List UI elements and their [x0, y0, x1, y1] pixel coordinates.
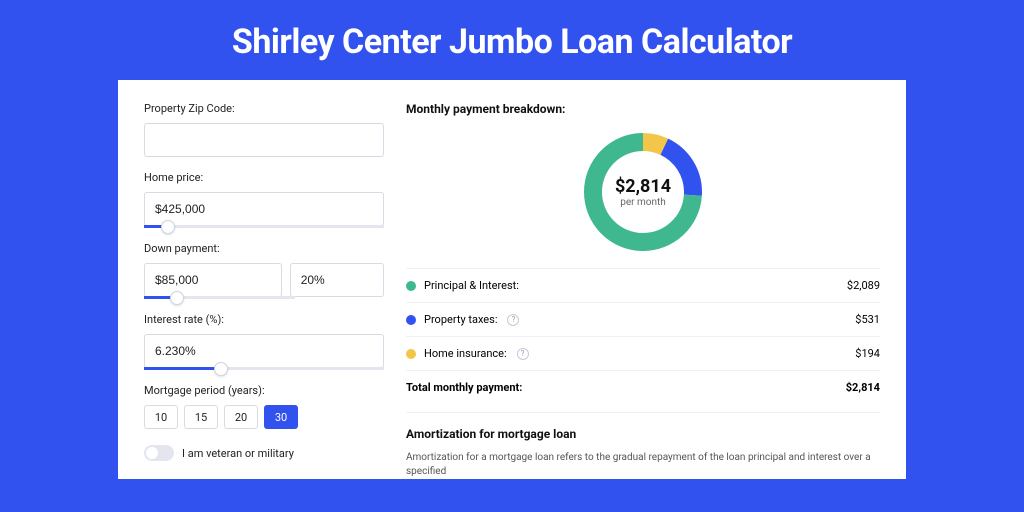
period-btn-10[interactable]: 10 — [144, 405, 178, 429]
down-payment-pct-input[interactable] — [290, 263, 384, 297]
amortization-text: Amortization for a mortgage loan refers … — [406, 451, 880, 479]
breakdown-value: $2,089 — [847, 279, 880, 292]
card-shadow-wrap: Property Zip Code: Home price: Down paym… — [118, 80, 906, 479]
page-title: Shirley Center Jumbo Loan Calculator — [0, 0, 1024, 80]
inputs-column: Property Zip Code: Home price: Down paym… — [144, 102, 384, 479]
breakdown-row: Principal & Interest: $2,089 — [406, 268, 880, 302]
breakdown-row: Home insurance:? $194 — [406, 336, 880, 370]
breakdown-label: Property taxes: — [424, 313, 497, 326]
donut-center: $2,814 per month — [579, 128, 707, 256]
zip-input[interactable] — [144, 123, 384, 157]
amortization-section: Amortization for mortgage loan Amortizat… — [406, 412, 880, 479]
down-payment-group: Down payment: — [144, 242, 384, 299]
veteran-toggle-label: I am veteran or military — [182, 447, 294, 460]
interest-rate-group: Interest rate (%): — [144, 313, 384, 370]
home-price-slider[interactable] — [144, 225, 384, 228]
total-label: Total monthly payment: — [406, 381, 522, 394]
period-btn-30[interactable]: 30 — [264, 405, 298, 429]
zip-field-group: Property Zip Code: — [144, 102, 384, 157]
home-price-group: Home price: — [144, 171, 384, 228]
total-value: $2,814 — [846, 381, 880, 394]
amortization-title: Amortization for mortgage loan — [406, 427, 880, 441]
interest-rate-slider[interactable] — [144, 367, 384, 370]
info-icon[interactable]: ? — [517, 348, 529, 360]
home-price-input[interactable] — [144, 192, 384, 226]
series-dot-icon — [406, 349, 416, 359]
breakdown-label: Home insurance: — [424, 347, 507, 360]
series-dot-icon — [406, 315, 416, 325]
donut-sub: per month — [620, 197, 666, 208]
breakdown-value: $194 — [855, 347, 880, 360]
donut-chart: $2,814 per month — [579, 128, 707, 256]
breakdown-column: Monthly payment breakdown: $2,814 per mo… — [406, 102, 880, 479]
period-btn-20[interactable]: 20 — [224, 405, 258, 429]
calculator-card: Property Zip Code: Home price: Down paym… — [118, 80, 906, 479]
home-price-label: Home price: — [144, 171, 384, 184]
mortgage-period-label: Mortgage period (years): — [144, 384, 384, 397]
interest-rate-input[interactable] — [144, 334, 384, 368]
interest-rate-label: Interest rate (%): — [144, 313, 384, 326]
veteran-toggle[interactable] — [144, 445, 174, 461]
period-btn-15[interactable]: 15 — [184, 405, 218, 429]
breakdown-label: Principal & Interest: — [424, 279, 519, 292]
breakdown-title: Monthly payment breakdown: — [406, 102, 880, 116]
donut-amount: $2,814 — [615, 176, 671, 197]
veteran-toggle-row: I am veteran or military — [144, 445, 384, 461]
breakdown-value: $531 — [855, 313, 880, 326]
breakdown-row: Property taxes:? $531 — [406, 302, 880, 336]
zip-label: Property Zip Code: — [144, 102, 384, 115]
down-payment-slider[interactable] — [144, 296, 295, 299]
mortgage-period-group: Mortgage period (years): 10152030 — [144, 384, 384, 429]
series-dot-icon — [406, 281, 416, 291]
total-row: Total monthly payment: $2,814 — [406, 370, 880, 404]
info-icon[interactable]: ? — [507, 314, 519, 326]
donut-chart-wrap: $2,814 per month — [406, 122, 880, 268]
down-payment-label: Down payment: — [144, 242, 384, 255]
down-payment-amount-input[interactable] — [144, 263, 282, 297]
